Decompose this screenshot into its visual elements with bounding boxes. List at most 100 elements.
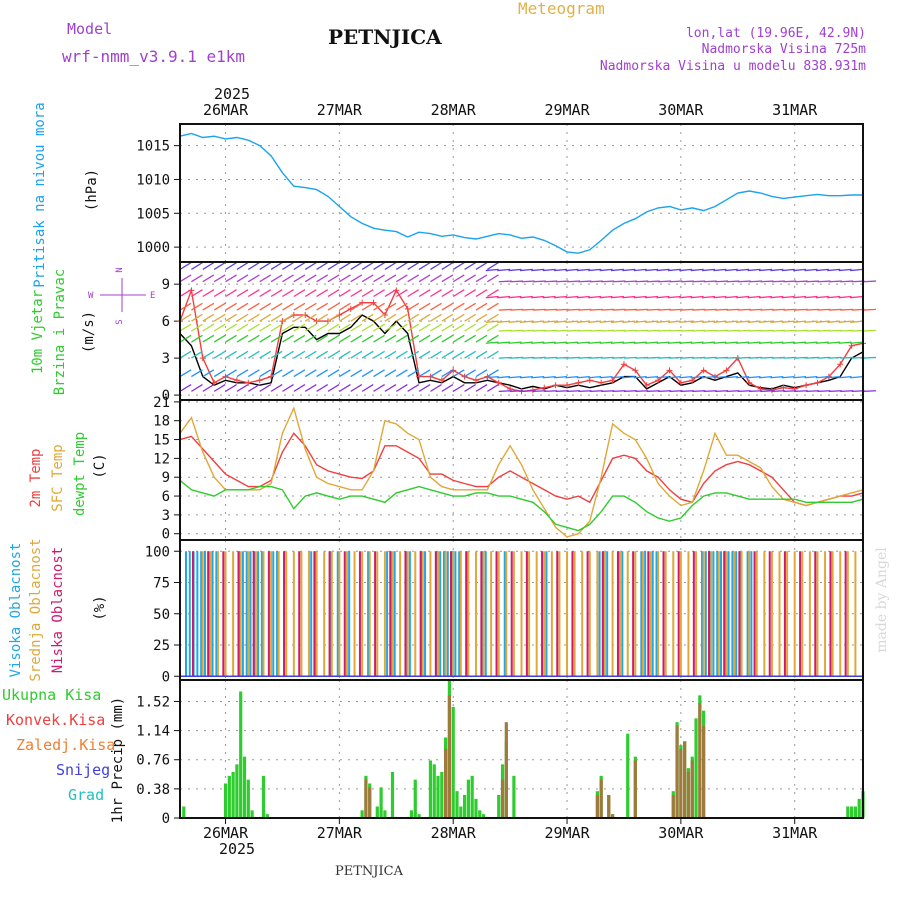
wind-barb [806, 280, 820, 283]
wind-barb [407, 334, 420, 343]
wind-barb [327, 302, 340, 311]
bar-konvek-kisa [504, 722, 508, 818]
wind-barb [827, 320, 841, 323]
wind-barb [658, 390, 672, 393]
bar-srednja-oblacnost [391, 551, 394, 677]
wind-barb [418, 313, 431, 322]
bar-konvek-kisa [633, 760, 637, 818]
footer-station: PETNJICA [335, 864, 404, 879]
wind-barb [441, 350, 454, 359]
wind-barb [702, 341, 716, 344]
y-tick-label: 15 [153, 433, 170, 449]
bar-srednja-oblacnost [452, 551, 455, 677]
wind-barb [531, 320, 545, 323]
bar-visoka-oblacnost [606, 551, 609, 677]
wind-barb [623, 356, 637, 359]
wind-barb [487, 262, 499, 270]
wind-barb [635, 329, 649, 332]
bar-srednja-oblacnost [444, 551, 447, 677]
wind-barb [191, 384, 203, 392]
wind-barb [236, 274, 249, 283]
gust-marker [837, 361, 844, 368]
bar-srednja-oblacnost [664, 551, 667, 677]
bar-srednja-oblacnost [224, 551, 227, 677]
wind-barb [714, 308, 729, 311]
bar-ukupna-kisa [626, 733, 630, 818]
wind-barb [521, 356, 535, 359]
bar-visoka-oblacnost [731, 551, 734, 677]
wind-barb [793, 320, 807, 323]
wind-barb [714, 356, 729, 359]
y-tick-label: 6 [162, 489, 170, 505]
wind-barb [578, 356, 592, 359]
bar-visoka-oblacnost [336, 551, 339, 677]
wind-barb [726, 390, 740, 393]
wind-barb [373, 274, 385, 283]
app-title: Meteogram [518, 0, 605, 18]
station-title: PETNJICA [328, 25, 442, 49]
wind-barb [270, 274, 283, 283]
wind-barb [702, 320, 716, 323]
wind-barb [622, 375, 636, 379]
watermark: made by Angel [874, 547, 890, 653]
wind-barb [395, 313, 408, 322]
wind-barb [781, 375, 795, 379]
wind-barb [542, 320, 556, 323]
bar-srednja-oblacnost [641, 551, 644, 677]
y-tick-label: 0 [162, 811, 170, 827]
wind-barb [692, 390, 706, 393]
bar-ukupna-kisa [227, 775, 231, 818]
wind-barb [293, 289, 306, 298]
model-altitude-label: Nadmorska Visina u modelu 838.931m [600, 59, 866, 74]
wind-barb [737, 356, 751, 359]
wind-barb [680, 329, 694, 332]
gust-marker [472, 377, 479, 384]
wind-barb [179, 289, 192, 298]
bar-srednja-oblacnost [679, 551, 682, 677]
wind-barb [610, 375, 625, 379]
gust-marker [245, 379, 252, 386]
wind-barb [475, 262, 488, 270]
bar-visoka-oblacnost [545, 551, 548, 677]
wind-barb [532, 329, 546, 332]
bar-visoka-oblacnost [203, 551, 206, 677]
wind-barb [202, 323, 215, 332]
bar-visoka-oblacnost [310, 551, 313, 677]
wind-barb [293, 262, 306, 270]
wind-barb [702, 268, 716, 272]
gust-marker [370, 299, 377, 306]
wind-barb [202, 350, 215, 359]
y-tick-label: 25 [153, 638, 170, 654]
wind-barb [464, 350, 477, 359]
top-date-label: 26MAR [203, 101, 249, 119]
wind-barb [749, 390, 763, 393]
wind-barb [589, 390, 603, 393]
gust-marker [529, 387, 536, 394]
wind-barb [849, 295, 864, 299]
wind-barb [724, 295, 738, 299]
bar-ukupna-kisa [436, 775, 440, 818]
bar-srednja-oblacnost [558, 551, 561, 677]
bar-niska-oblacnost [434, 551, 437, 677]
precip-panel: 0 0.38 0.76 1.14 1.52 [136, 679, 865, 827]
bar-visoka-oblacnost [348, 551, 351, 677]
wind-barb [327, 262, 340, 270]
legend-convective-rain: Konvek.Kisa [6, 711, 105, 729]
wind-barb [542, 341, 556, 344]
wind-barb [703, 308, 717, 311]
gust-marker [427, 373, 434, 380]
wind-barb [544, 390, 558, 393]
bar-srednja-oblacnost [201, 551, 204, 677]
wind-barb [554, 268, 568, 272]
bar-srednja-oblacnost [528, 551, 531, 677]
bar-srednja-oblacnost [270, 551, 273, 677]
bar-srednja-oblacnost [323, 551, 326, 677]
bar-visoka-oblacnost [386, 551, 389, 677]
panel-frame [179, 399, 864, 541]
wind-barb [418, 289, 431, 298]
wind-barb [441, 289, 454, 298]
bar-visoka-oblacnost [241, 551, 244, 677]
bar-srednja-oblacnost [216, 551, 219, 677]
bar-visoka-oblacnost [260, 551, 263, 677]
wind-barb [350, 313, 363, 322]
